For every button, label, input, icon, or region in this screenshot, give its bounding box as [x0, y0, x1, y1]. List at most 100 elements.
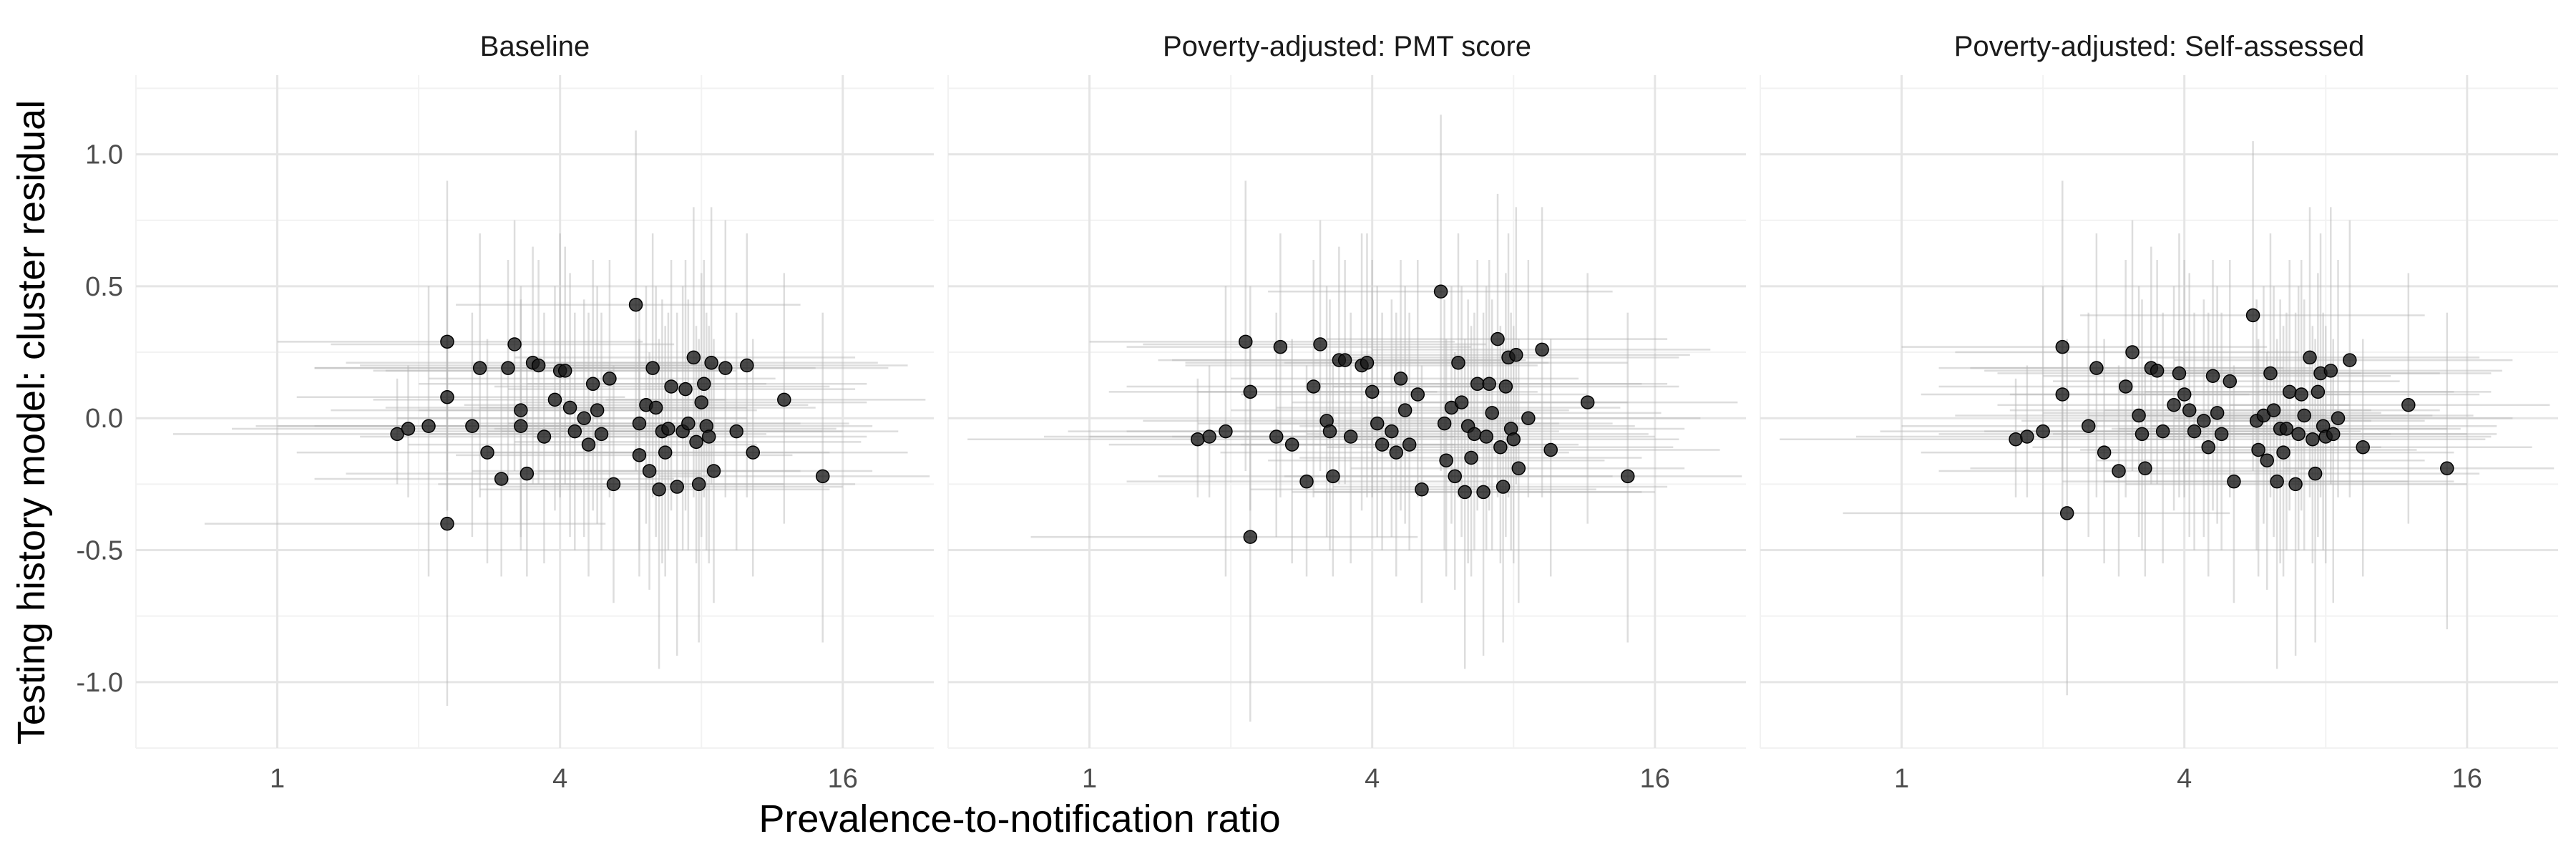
- x-axis-title: Prevalence-to-notification ratio: [758, 797, 1280, 840]
- facet-title: Poverty-adjusted: Self-assessed: [1954, 31, 2365, 62]
- data-point: [1375, 437, 1390, 452]
- data-point: [2356, 440, 2370, 455]
- data-point: [2326, 427, 2341, 442]
- data-point: [1393, 372, 1408, 386]
- data-point: [577, 411, 592, 425]
- data-point: [746, 445, 761, 460]
- data-point: [2282, 384, 2297, 399]
- data-point: [1470, 377, 1485, 392]
- data-point: [1509, 347, 1523, 362]
- x-tick-label: 1: [1894, 764, 1909, 794]
- data-point: [1433, 284, 1448, 299]
- data-point: [2177, 387, 2192, 402]
- data-point: [2279, 422, 2294, 436]
- data-point: [514, 419, 528, 434]
- data-point: [1451, 356, 1465, 370]
- data-point: [1397, 403, 1413, 417]
- data-point: [2138, 461, 2152, 476]
- data-point: [642, 464, 657, 478]
- data-point: [2214, 427, 2229, 442]
- facet-3: Poverty-adjusted: Self-assessed: [1760, 31, 2558, 749]
- data-point: [2227, 474, 2241, 489]
- data-point: [1467, 427, 1482, 442]
- data-point: [2089, 361, 2104, 375]
- data-point: [2081, 419, 2096, 434]
- data-point: [2263, 366, 2278, 381]
- y-tick-label: -1.0: [77, 668, 123, 698]
- data-point: [1389, 445, 1404, 460]
- y-tick-label: 0.0: [85, 404, 123, 434]
- data-point: [645, 361, 660, 375]
- data-point: [2132, 408, 2146, 423]
- facet-panels: Baseline Poverty-adjusted: PMT score Pover…: [135, 31, 2558, 749]
- data-point: [1496, 480, 1511, 494]
- x-tick-label: 4: [2177, 764, 2192, 794]
- data-point: [729, 424, 743, 439]
- data-point: [2291, 427, 2306, 442]
- data-point: [2306, 432, 2320, 447]
- data-point: [740, 358, 754, 373]
- data-point: [1269, 430, 1284, 444]
- data-point: [2288, 477, 2303, 492]
- data-point: [1415, 482, 1429, 497]
- data-point: [2210, 406, 2225, 420]
- data-point: [2197, 414, 2211, 428]
- data-point: [1535, 342, 1549, 357]
- data-point: [706, 464, 721, 478]
- data-point: [1385, 424, 1399, 439]
- data-point: [1365, 384, 1380, 399]
- data-point: [681, 416, 696, 431]
- data-point: [606, 477, 621, 492]
- data-point: [1479, 430, 1493, 444]
- data-point: [691, 477, 706, 492]
- y-tick-label: 1.0: [85, 140, 123, 170]
- data-point: [594, 427, 609, 442]
- data-point: [661, 422, 675, 436]
- data-point: [704, 356, 718, 370]
- data-point: [472, 361, 487, 375]
- data-point: [2155, 424, 2170, 439]
- data-point: [562, 400, 577, 415]
- x-tick-label: 16: [828, 764, 858, 794]
- data-point: [2270, 474, 2284, 489]
- data-point: [507, 337, 522, 351]
- data-point: [2055, 387, 2070, 402]
- x-tick-label: 16: [2452, 764, 2482, 794]
- data-point: [1243, 384, 1258, 399]
- data-point: [2135, 427, 2150, 442]
- data-point: [537, 430, 552, 444]
- data-point: [1410, 387, 1425, 402]
- data-point: [652, 482, 666, 497]
- x-tick-label: 16: [1640, 764, 1670, 794]
- data-point: [632, 448, 647, 462]
- data-point: [2245, 308, 2260, 323]
- data-point: [590, 403, 605, 417]
- data-point: [1322, 424, 1337, 439]
- data-point: [1360, 356, 1375, 370]
- y-tick-label: -0.5: [77, 536, 123, 566]
- data-point: [2331, 411, 2346, 425]
- data-point: [2097, 445, 2112, 460]
- data-point: [2303, 350, 2317, 365]
- data-point: [1448, 469, 1462, 484]
- data-point: [390, 427, 404, 442]
- data-point: [2266, 403, 2281, 417]
- data-point: [1437, 416, 1452, 431]
- data-point: [2294, 387, 2308, 402]
- data-point: [1343, 430, 1358, 444]
- data-point: [519, 466, 535, 481]
- data-point: [2205, 369, 2220, 383]
- data-point: [1482, 377, 1496, 392]
- data-point: [1439, 453, 1453, 467]
- data-point: [501, 361, 515, 375]
- data-point: [2343, 353, 2357, 367]
- data-point: [2311, 384, 2326, 399]
- data-point: [1313, 337, 1327, 351]
- data-point: [2223, 374, 2238, 389]
- data-point: [1493, 440, 1508, 455]
- data-point: [1273, 339, 1288, 354]
- data-point: [531, 358, 546, 373]
- data-point: [440, 389, 454, 404]
- data-point: [480, 445, 494, 460]
